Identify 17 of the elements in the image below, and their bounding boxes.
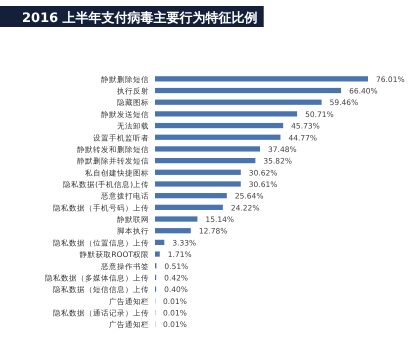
bar bbox=[155, 88, 342, 94]
bar bbox=[155, 170, 241, 175]
chart-title: 2016 上半年支付病毒主要行为特征比例 bbox=[22, 10, 258, 26]
bar bbox=[155, 76, 368, 82]
bar bbox=[155, 240, 164, 246]
bar bbox=[155, 100, 322, 105]
bar bbox=[155, 228, 191, 234]
bar bbox=[155, 193, 227, 198]
bar bbox=[155, 181, 241, 187]
bar bbox=[155, 134, 280, 140]
bar bbox=[155, 216, 198, 222]
bar bbox=[155, 111, 298, 117]
bar bbox=[155, 204, 223, 210]
bar bbox=[155, 122, 284, 128]
bar bbox=[155, 158, 256, 164]
bar bbox=[155, 146, 260, 152]
bar bbox=[155, 251, 160, 257]
